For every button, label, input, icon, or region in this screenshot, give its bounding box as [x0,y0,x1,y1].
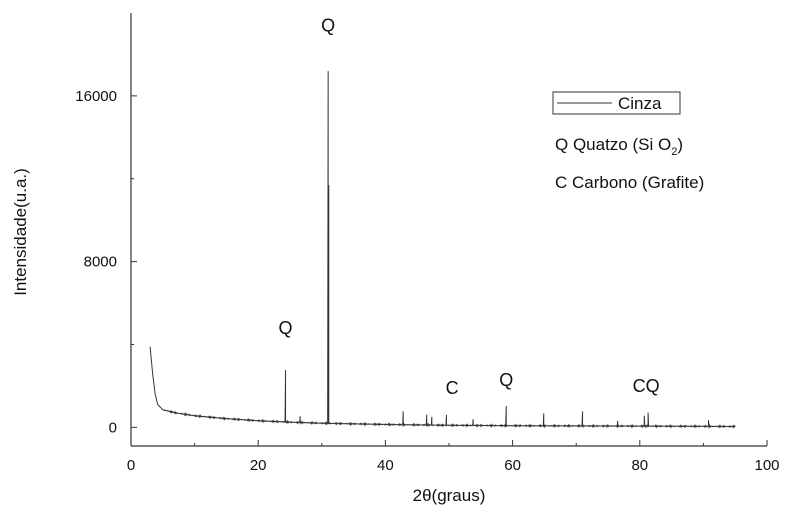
legend-entry-cinza: Cinza [618,94,662,113]
legend-box [552,91,681,115]
y-tick-label: 8000 [84,254,117,271]
x-tick-label: 20 [250,457,267,474]
x-tick-label: 80 [631,457,648,474]
peak-label: Q [279,318,293,338]
legend-note-carbono: C Carbono (Grafite) [555,173,704,192]
x-tick-label: 60 [504,457,521,474]
peak-label: Q [499,370,513,390]
x-axis-label: 2θ(graus) [413,486,486,505]
x-tick-label: 40 [377,457,394,474]
y-tick-label: 16000 [75,88,117,105]
y-axis: 0 8000 16000 [75,88,137,436]
peak-label: C [446,378,459,398]
legend: Cinza Q Quatzo (Si O2) C Carbono (Grafit… [552,91,704,192]
x-tick-label: 0 [127,457,135,474]
peak-labels: QQC Q CQ [279,16,660,399]
peak-label: CQ [633,376,660,396]
y-tick-label: 0 [109,419,117,436]
peak-label: Q [321,16,335,36]
y-axis-label: Intensidade(u.a.) [11,168,30,296]
series-line-cinza [149,71,736,430]
legend-note-quartzo: Q Quatzo (Si O2) [555,135,683,158]
x-axis: 0 20 40 60 80 100 [127,440,780,474]
x-tick-label: 100 [754,457,779,474]
